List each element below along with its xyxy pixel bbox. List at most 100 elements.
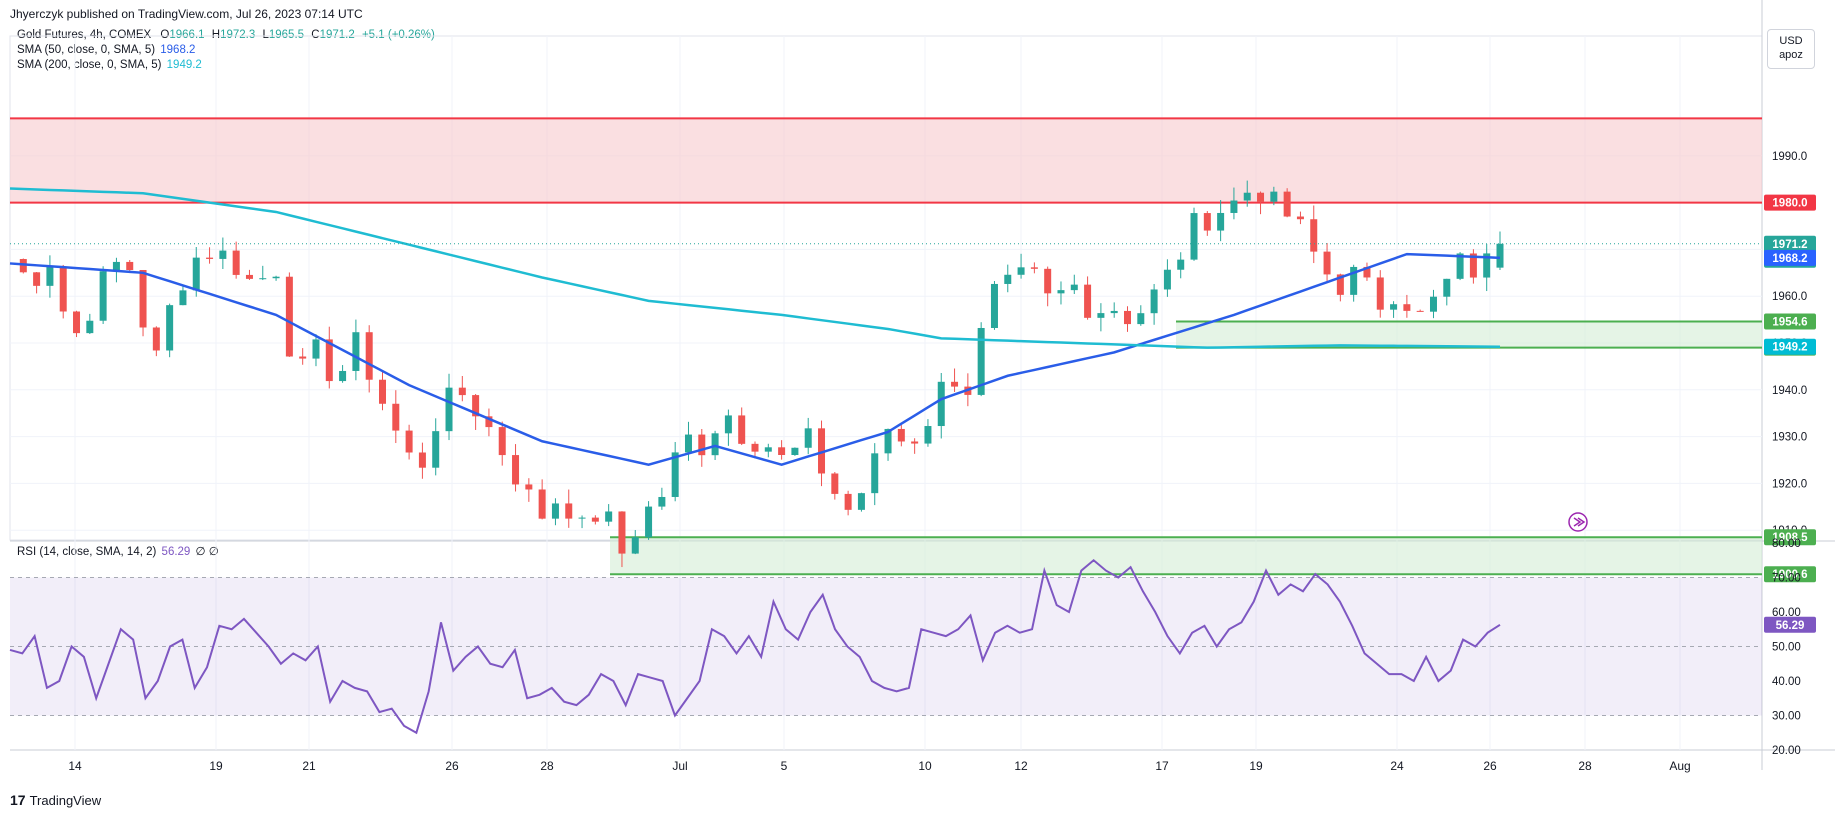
candle-body xyxy=(751,443,759,452)
candle-body xyxy=(99,271,107,321)
rsi-y-tick-label: 80.00 xyxy=(1772,538,1801,550)
candle-body xyxy=(818,428,826,474)
candle-body xyxy=(857,493,865,510)
footer-brand: TradingView xyxy=(29,792,102,808)
ohlc-high: 1972.3 xyxy=(220,29,256,41)
rsi-line xyxy=(9,558,1501,735)
candle-body xyxy=(1044,268,1052,294)
candle-body xyxy=(379,379,386,404)
go-to-realtime-icon xyxy=(1568,512,1588,532)
candle-body xyxy=(684,434,692,453)
sma200_tag: 1949.2 xyxy=(1772,342,1807,354)
support-level-tag: 1908.5 xyxy=(1772,532,1808,544)
candle-body xyxy=(698,434,706,456)
y-tick-label: 1920.0 xyxy=(1772,478,1807,490)
rsi-value-tag: 56.29 xyxy=(1776,620,1805,632)
tradingview-logo-icon: 17 xyxy=(10,792,26,808)
rsi-legend-label: RSI (14, close, SMA, 14, 2) xyxy=(17,546,157,558)
candle-body xyxy=(512,455,520,485)
candle-body xyxy=(73,311,81,334)
rsi-y-tick-label: 70.00 xyxy=(1772,573,1801,585)
candle-body xyxy=(166,305,174,351)
x-tick-label: 26 xyxy=(1483,759,1497,773)
ohlc-low: 1965.5 xyxy=(268,29,305,41)
candle-body xyxy=(259,278,267,280)
candle-body xyxy=(525,484,533,490)
candle-body xyxy=(618,511,626,554)
candle-body xyxy=(152,327,160,351)
candle-body xyxy=(179,290,187,306)
candle-body xyxy=(1243,192,1251,201)
ohlc-open: 1966.1 xyxy=(169,29,205,41)
sma50-legend-value: 1968.2 xyxy=(160,44,196,56)
ohlc-close: 1971.2 xyxy=(319,29,355,41)
sma200-legend[interactable]: SMA (200, close, 0, SMA, 5) 1949.2 xyxy=(17,59,202,71)
candle-body xyxy=(977,327,985,395)
candle-body xyxy=(1137,313,1145,325)
candle-body xyxy=(312,339,320,359)
candle-body xyxy=(1429,296,1437,312)
candle-body xyxy=(897,428,905,442)
x-tick-label: 19 xyxy=(1249,759,1263,773)
candle-body xyxy=(299,356,307,359)
candle-body xyxy=(1350,266,1358,295)
candle-body xyxy=(1323,251,1331,275)
candle-body xyxy=(1017,267,1025,275)
support-level-tag-bg xyxy=(1764,313,1816,330)
x-tick-label: 12 xyxy=(1014,759,1028,773)
candle-body xyxy=(778,447,786,456)
rsi-y-tick-label: 50.00 xyxy=(1772,642,1801,654)
candle-body xyxy=(206,257,214,259)
sma200_tag-bg xyxy=(1764,338,1816,355)
rsi-band xyxy=(10,577,1762,716)
candle-body xyxy=(1283,191,1291,217)
candle-body xyxy=(738,415,746,444)
instrument-legend: Gold Futures, 4h, COMEX O1966.1 H1972.3 … xyxy=(17,29,435,41)
go-to-realtime-arrow xyxy=(1573,517,1586,527)
sma50-legend[interactable]: SMA (50, close, 0, SMA, 5) 1968.2 xyxy=(17,44,195,56)
support-level-tag: 1954.6 xyxy=(1772,316,1807,328)
candle-body xyxy=(352,332,360,371)
candle-body xyxy=(1296,216,1304,220)
candle-body xyxy=(1336,274,1344,295)
candle-body xyxy=(990,283,998,328)
resistance-level-tag-bg xyxy=(1764,194,1816,211)
candle-body xyxy=(1190,213,1198,260)
support-zone xyxy=(610,537,1762,575)
price-change: +5.1 (+0.26%) xyxy=(361,29,435,41)
candle-body xyxy=(405,430,413,453)
rsi-legend[interactable]: RSI (14, close, SMA, 14, 2) 56.29 ∅ ∅ xyxy=(17,544,219,558)
candle-body xyxy=(59,266,67,312)
currency-unit-button[interactable]: USD apoz xyxy=(1767,29,1815,69)
sma50_tag: 1968.2 xyxy=(1772,253,1807,265)
unit-label: apoz xyxy=(1779,49,1803,61)
candle-body xyxy=(565,503,573,519)
sma200-legend-label: SMA (200, close, 0, SMA, 5) xyxy=(17,59,162,71)
candle-body xyxy=(418,452,426,468)
x-tick-label: Aug xyxy=(1669,759,1690,773)
resistance-level-tag: 1980.0 xyxy=(1772,198,1807,210)
candle-body xyxy=(591,517,599,522)
candle-body xyxy=(285,276,293,357)
candle-body xyxy=(192,257,200,291)
candle-body xyxy=(911,441,919,444)
candle-body xyxy=(219,250,227,259)
candle-body xyxy=(1310,219,1318,252)
x-tick-label: 26 xyxy=(445,759,459,773)
candle-body xyxy=(844,493,852,510)
candle-body xyxy=(139,269,147,328)
rsi-y-tick-label: 60.00 xyxy=(1772,607,1801,619)
x-tick-label: 17 xyxy=(1155,759,1169,773)
y-tick-label: 1960.0 xyxy=(1772,291,1807,303)
ohlc-close-label: C xyxy=(311,29,320,41)
candle-body xyxy=(1097,313,1105,318)
candle-body xyxy=(937,381,945,427)
candle-body xyxy=(245,274,253,279)
footer: 17 TradingView xyxy=(10,792,101,808)
candle-body xyxy=(924,426,932,444)
candle-body xyxy=(1496,243,1504,268)
rsi-legend-value: 56.29 xyxy=(161,546,191,558)
candle-body xyxy=(1257,192,1265,202)
y-tick-label: 1990.0 xyxy=(1772,151,1807,163)
